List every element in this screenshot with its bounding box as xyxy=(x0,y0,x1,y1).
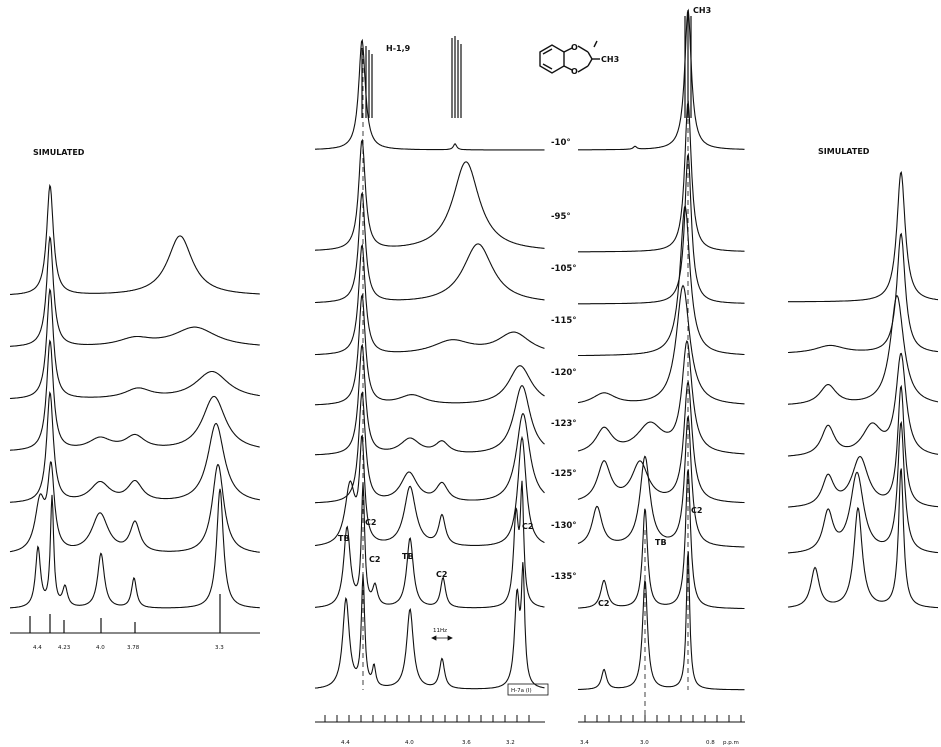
right-simulated-trace xyxy=(788,170,939,303)
temp-label: -115° xyxy=(551,316,577,326)
right-axis-tick-label: 0.8 xyxy=(706,740,715,746)
middle-experimental-trace xyxy=(315,391,545,504)
right-simulated-trace xyxy=(788,384,939,508)
methyl-experimental-trace xyxy=(578,205,745,357)
temp-label: -130° xyxy=(551,521,577,531)
left-simulated-trace xyxy=(9,288,260,400)
right-simulated-trace xyxy=(788,294,939,405)
right-simulated-trace xyxy=(788,232,939,354)
temp-label: -125° xyxy=(551,469,577,479)
peak-label-tb: TB xyxy=(402,552,414,561)
middle-experimental-trace xyxy=(314,293,545,406)
temp-label: -120° xyxy=(551,368,577,378)
middle-experimental-trace xyxy=(315,343,545,456)
methyl-experimental-trace xyxy=(577,551,745,691)
right-axis-tick-label: 3.4 xyxy=(580,740,589,746)
left-axis-tick-label: 4.4 xyxy=(33,645,42,651)
hz-arrow xyxy=(431,635,453,641)
middle-experimental-trace xyxy=(315,191,545,304)
mid-axis-tick-label: 4.4 xyxy=(341,740,350,746)
temp-label: -135° xyxy=(551,572,577,582)
temp-label: -123° xyxy=(551,419,577,429)
right-axis-tick-label: 3.0 xyxy=(640,740,649,746)
ipp-annotation: H-7a (I) xyxy=(511,688,532,694)
left-simulated-trace xyxy=(10,235,260,347)
methyl-experimental-trace xyxy=(577,381,745,504)
left-axis-tick-label: 4.0 xyxy=(96,645,105,651)
methyl-experimental-trace xyxy=(578,8,745,151)
left-axis-tick-label: 3.3 xyxy=(215,645,224,651)
peak-label-c2: C2 xyxy=(691,506,702,515)
peak-label-c2: C2 xyxy=(369,555,380,564)
middle-experimental-trace xyxy=(314,243,545,356)
middle-experimental-trace xyxy=(315,480,545,609)
right-simulated-trace xyxy=(787,420,939,554)
right-simulated-title: SIMULATED xyxy=(818,147,870,156)
peak-label-tb: TB xyxy=(655,538,667,547)
right-axis-tick-label: p.p.m xyxy=(723,740,739,746)
middle-experimental-trace xyxy=(315,138,545,251)
structure-o-top: O xyxy=(571,43,578,52)
left-axis-tick-label: 4.23 xyxy=(58,645,71,651)
peak-label-c2: C2 xyxy=(436,570,447,579)
peak-label-c2: C2 xyxy=(365,518,376,527)
peak-label-c2: C2 xyxy=(522,522,533,531)
right-simulated-trace xyxy=(787,352,939,457)
methyl-experimental-trace xyxy=(578,100,745,253)
h19-label: H-1,9 xyxy=(386,44,411,53)
structure-ch3-label: CH3 xyxy=(601,55,619,64)
peak-label-c2: C2 xyxy=(598,599,609,608)
chemical-structure xyxy=(539,40,600,74)
spectra-traces xyxy=(9,8,939,723)
ipp-box xyxy=(507,683,549,696)
hz-annotation: 11Hz xyxy=(433,628,447,634)
left-simulated-trace xyxy=(10,183,260,295)
middle-experimental-trace xyxy=(314,562,545,690)
methyl-experimental-trace xyxy=(577,284,745,405)
left-simulated-trace xyxy=(10,488,260,609)
mid-axis-tick-label: 4.0 xyxy=(405,740,414,746)
mid-axis-tick-label: 3.6 xyxy=(462,740,471,746)
temp-label: -95° xyxy=(551,212,571,222)
middle-experimental-trace xyxy=(314,434,545,547)
left-simulated-title: SIMULATED xyxy=(33,148,85,157)
methyl-experimental-trace xyxy=(578,152,745,305)
temp-label: -105° xyxy=(551,264,577,274)
structure-o-bottom: O xyxy=(571,67,578,76)
middle-experimental-trace xyxy=(315,38,545,151)
methyl-experimental-trace xyxy=(578,469,745,610)
left-simulated-trace xyxy=(9,391,260,503)
peak-label-tb: TB xyxy=(338,534,350,543)
methyl-experimental-trace xyxy=(577,414,745,548)
right-simulated-trace xyxy=(787,468,938,609)
left-axis-tick-label: 3.78 xyxy=(127,645,140,651)
mid-axis-tick-label: 3.2 xyxy=(506,740,515,746)
methyl-experimental-trace xyxy=(577,340,745,455)
left-simulated-trace xyxy=(9,461,260,553)
left-simulated-trace xyxy=(10,339,260,451)
ch3-top-label: CH3 xyxy=(693,6,711,15)
temp-label: -10° xyxy=(551,138,571,148)
